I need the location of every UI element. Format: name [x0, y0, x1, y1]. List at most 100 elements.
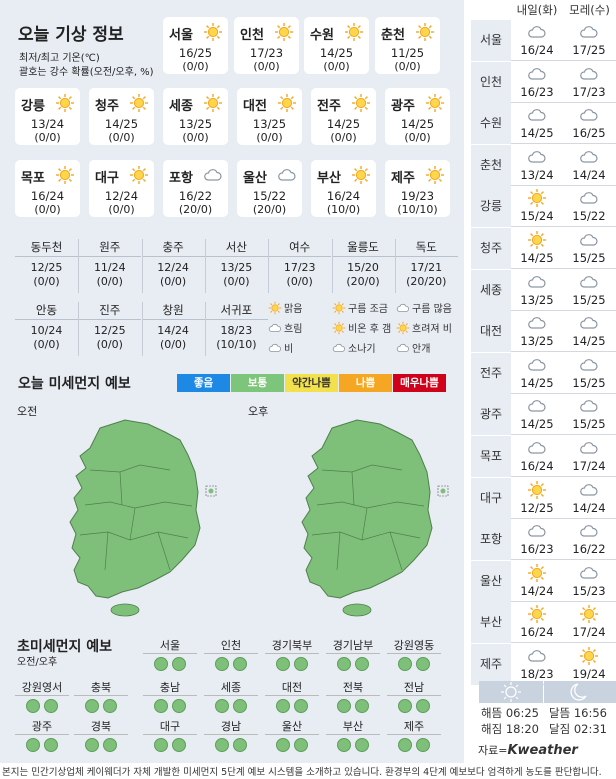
region-prob: (0/0): [286, 275, 313, 288]
region-cell: 독도 17/21 (20/20): [394, 237, 458, 289]
card-temp: 14/25: [104, 117, 139, 131]
region-prob: (20/0): [346, 275, 380, 288]
legend-label: 흐림: [284, 324, 303, 335]
sun-icon: [527, 230, 547, 250]
card-city: 광주: [391, 99, 415, 114]
column-divider: [78, 302, 80, 356]
pm-region-name: 부산: [326, 719, 380, 735]
forecast-temp: 17/23: [572, 84, 606, 99]
card-prob: (0/0): [108, 203, 135, 216]
cloud-icon: [527, 646, 547, 666]
forecast-day1: 13/25: [511, 313, 563, 353]
forecast-day2: 16/25: [563, 105, 615, 145]
legend-label: 비: [284, 344, 294, 355]
forecast-city: 인천: [471, 61, 511, 103]
forecast-row: 춘천 13/24 14/24: [471, 144, 616, 187]
forecast-day2: 14/24: [563, 147, 615, 187]
pm-region: 충북: [74, 680, 128, 716]
forecast-day1: 14/25: [511, 396, 563, 436]
sun-icon: [129, 165, 149, 185]
pm-am-dot: [398, 657, 412, 671]
region-prob: (0/0): [159, 338, 187, 351]
cloud-icon: [527, 272, 547, 292]
cloud-icon: [579, 396, 599, 416]
legend-item: 소나기: [332, 340, 376, 358]
pm-pm-dot: [233, 657, 247, 671]
city-card: 강릉 13/24 (0/0): [15, 88, 80, 145]
source-brand: Kweather: [507, 743, 578, 758]
pm-region-name: 대구: [143, 719, 197, 735]
region-temp: 18/23: [220, 324, 253, 337]
korea-map-am: [30, 410, 240, 620]
card-city: 서울: [169, 28, 193, 43]
pm-region: 충남: [143, 680, 197, 716]
cloud-icon: [527, 147, 547, 167]
card-temp: 14/25: [326, 117, 361, 131]
forecast-row: 대구 12/25 14/24: [471, 477, 616, 519]
forecast-temp: 17/24: [572, 459, 606, 473]
forecast-row: 광주 14/25 15/25: [471, 394, 616, 436]
card-prob: (0/0): [34, 131, 61, 144]
column-divider: [331, 239, 333, 293]
region-name: 원주: [78, 237, 142, 257]
forecast-temp: 13/25: [520, 334, 554, 349]
card-temp: 19/23: [400, 189, 435, 203]
card-temp: 15/22: [252, 189, 287, 203]
forecast-day1: 13/25: [511, 272, 563, 312]
card-prob: (20/0): [178, 203, 213, 216]
pm-pm-dot: [172, 738, 186, 752]
pm-am-dot: [398, 738, 412, 752]
forecast-day1: 16/23: [511, 64, 563, 104]
forecast-day1: 14/25: [511, 105, 563, 145]
pm-region: 강원영서: [15, 680, 69, 716]
forecast-day2: 15/25: [563, 396, 615, 436]
region-prob: (20/20): [406, 275, 447, 288]
partly-cloudy-icon: [332, 301, 348, 318]
forecast-temp: 16/24: [520, 625, 554, 640]
mostly-cloudy-icon: [396, 301, 412, 318]
forecast-day1: 15/24: [511, 188, 563, 228]
forecast-day1: 13/24: [511, 147, 563, 187]
left-panel: 오늘 기상 정보 최저/최고 기온(℃) 괄호는 강수 확률(오전/오후, %)…: [0, 0, 464, 763]
pm-region-name: 제주: [387, 719, 441, 735]
pm-region-name: 전북: [326, 680, 380, 696]
sun-icon: [425, 165, 445, 185]
region-name: 여수: [268, 237, 332, 257]
forecast-row: 수원 14/25 16/25: [471, 103, 616, 145]
city-card: 서울 16/25 (0/0): [163, 17, 228, 74]
region-temp: 12/25: [93, 324, 126, 337]
column-divider: [204, 302, 206, 356]
pm-pm-dot: [172, 699, 186, 713]
subtitle-prob: 괄호는 강수 확률(오전/오후, %): [19, 67, 154, 78]
column-divider: [141, 239, 143, 293]
right-panel: 내일(화) 모레(수) 서울 16/24 17/25 인천 16/23 17/23 수원 14…: [471, 0, 616, 736]
region-prob: (0/0): [96, 275, 123, 288]
cloud-icon: [527, 355, 547, 375]
city-card: 청주 14/25 (0/0): [89, 88, 154, 145]
column-divider: [268, 239, 270, 293]
card-temp: 14/25: [319, 46, 354, 60]
moonrise-text: 달뜸 16:56: [549, 706, 607, 720]
forecast-city: 대전: [471, 311, 511, 353]
forecast-day1: 16/23: [511, 521, 563, 561]
sun-icon: [268, 301, 284, 318]
forecast-temp: 14/24: [520, 583, 554, 598]
city-card: 목포 16/24 (0/0): [15, 160, 80, 217]
card-city: 춘천: [381, 28, 405, 43]
forecast-temp: 14/25: [520, 375, 554, 390]
card-prob: (0/0): [253, 60, 280, 73]
card-temp: 13/24: [30, 117, 65, 131]
forecast-temp: 14/24: [572, 500, 606, 515]
legend-label: 비온 후 갬: [348, 324, 392, 335]
pm-am-dot: [26, 738, 40, 752]
forecast-day2: 17/24: [563, 438, 615, 478]
source-prefix: 자료=: [478, 744, 508, 757]
pm-am-dot: [85, 699, 99, 713]
forecast-city: 울산: [471, 560, 511, 602]
cloud-icon: [579, 438, 599, 458]
region-temp: 12/24: [157, 261, 189, 274]
forecast-row: 청주 14/25 15/25: [471, 228, 616, 269]
region-prob: (0/0): [96, 338, 123, 351]
map-pm-label: 오후: [248, 405, 269, 418]
pm-region: 전남: [387, 680, 441, 716]
